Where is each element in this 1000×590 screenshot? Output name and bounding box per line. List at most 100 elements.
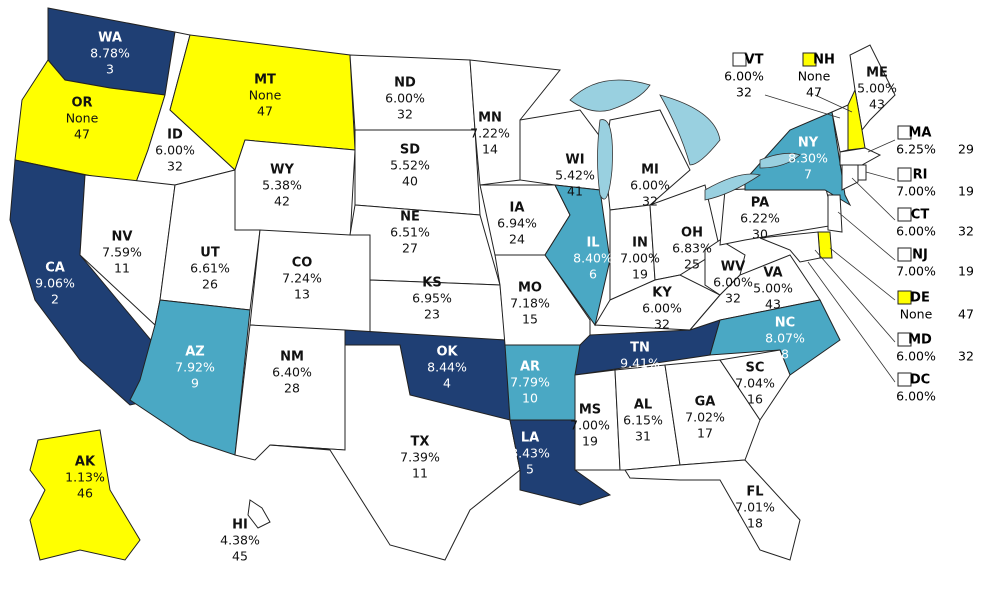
state-rate: 7.00%: [896, 264, 936, 279]
state-rate: 6.00%: [155, 143, 195, 158]
callout-box: [897, 372, 912, 387]
state-rate: 6.95%: [412, 291, 452, 306]
state-rate: 8.07%: [765, 331, 805, 346]
state-abbr: RI: [913, 168, 928, 183]
state-abbr: OH: [681, 226, 703, 241]
state-rank: 32: [725, 291, 741, 306]
state-shape: [29, 429, 141, 561]
state-rank: 42: [274, 194, 290, 209]
state-shape: [664, 359, 761, 466]
callout-box: [897, 290, 912, 305]
leader-lines: [764, 94, 896, 383]
state-rank: 8: [781, 347, 789, 362]
state-abbr: SD: [400, 143, 420, 158]
state-rate: 6.00%: [896, 389, 936, 404]
state-abbr: AL: [634, 398, 652, 413]
lake-ontario: [759, 152, 801, 169]
state-abbr: MD: [908, 333, 932, 348]
state-rank: 4: [443, 376, 451, 391]
state-rank: 10: [522, 391, 538, 406]
leader-line: [851, 177, 896, 221]
state-rate: 6.00%: [724, 69, 764, 84]
state-rate: 6.83%: [672, 241, 712, 256]
state-rate: 6.40%: [272, 365, 312, 380]
state-abbr: IL: [586, 236, 599, 251]
state-rank: 3: [106, 62, 114, 77]
state-rate: 6.00%: [896, 349, 936, 364]
state-rate: 7.00%: [620, 251, 660, 266]
lakes: [569, 79, 801, 201]
state-rate: 7.79%: [510, 375, 550, 390]
state-rank: 47: [958, 307, 974, 322]
state-rank: 32: [654, 317, 670, 332]
state-abbr: SC: [746, 361, 765, 376]
state-abbr: ME: [866, 66, 888, 81]
state-abbr: CT: [911, 208, 930, 223]
state-shape: [857, 164, 867, 181]
state-abbr: CO: [292, 256, 313, 271]
state-rate: 6.25%: [896, 142, 936, 157]
state-abbr: IA: [510, 201, 525, 216]
state-rank: 45: [232, 549, 248, 564]
state-shape: [129, 299, 251, 456]
state-rank: 19: [582, 434, 598, 449]
state-abbr: PA: [751, 196, 769, 211]
state-shape: [624, 459, 801, 561]
state-abbr: NY: [798, 136, 819, 151]
state-rate: 6.00%: [642, 301, 682, 316]
state-rank: 18: [747, 516, 763, 531]
state-rate: 7.00%: [896, 184, 936, 199]
state-abbr: NJ: [912, 248, 928, 263]
state-abbr: GA: [695, 395, 716, 410]
lake-superior: [569, 79, 651, 112]
state-abbr: IN: [632, 236, 648, 251]
state-rank: 40: [402, 174, 418, 189]
callout-box: [897, 332, 912, 347]
state-rate: None: [798, 69, 831, 84]
state-rank: 19: [958, 184, 974, 199]
state-shape: [269, 344, 521, 561]
state-rate: 6.00%: [630, 178, 670, 193]
state-rate: 5.42%: [555, 168, 595, 183]
state-rank: 7: [804, 167, 812, 182]
state-abbr: MO: [518, 281, 542, 296]
state-rank: 29: [958, 142, 974, 157]
state-abbr: MI: [641, 163, 659, 178]
state-rank: 32: [736, 85, 752, 100]
state-abbr: TX: [411, 435, 430, 450]
state-abbr: NE: [400, 210, 420, 225]
state-abbr: DC: [910, 373, 930, 388]
state-rate: 8.30%: [788, 151, 828, 166]
state-rate: 6.61%: [190, 261, 230, 276]
state-shapes: [9, 7, 896, 561]
leader-line: [814, 94, 853, 113]
state-shape: [349, 204, 501, 286]
state-rank: 19: [632, 267, 648, 282]
state-rank: 19: [958, 264, 974, 279]
state-rate: 4.38%: [220, 533, 260, 548]
state-abbr: KS: [422, 276, 441, 291]
state-rate: None: [66, 111, 99, 126]
state-rate: 6.00%: [713, 275, 753, 290]
state-abbr: HI: [232, 518, 248, 533]
state-rank: 11: [114, 261, 130, 276]
state-abbr: NM: [280, 350, 304, 365]
callout-box: [802, 52, 817, 67]
state-abbr: AK: [75, 455, 96, 470]
state-rank: 11: [412, 466, 428, 481]
state-rank: 17: [697, 426, 713, 441]
state-abbr: MS: [579, 403, 601, 418]
state-rank: 32: [642, 194, 658, 209]
state-rank: 28: [284, 381, 300, 396]
state-rank: 32: [397, 107, 413, 122]
state-rank: 24: [509, 232, 525, 247]
state-abbr: NC: [775, 316, 795, 331]
state-rate: 7.04%: [735, 376, 775, 391]
state-rank: 1: [636, 372, 644, 387]
state-rank: 47: [74, 127, 90, 142]
callout-box: [897, 167, 912, 182]
state-rate: 5.00%: [753, 281, 793, 296]
state-rate: 7.59%: [102, 245, 142, 260]
state-rank: 30: [752, 227, 768, 242]
state-rate: 6.00%: [385, 91, 425, 106]
